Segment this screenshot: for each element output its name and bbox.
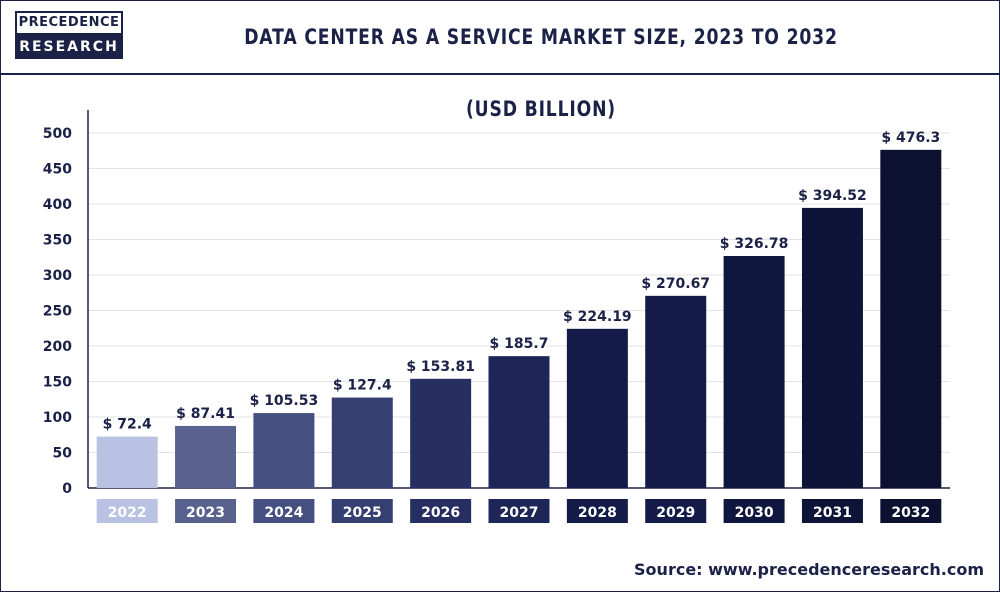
bar <box>801 207 863 488</box>
y-tick-label: 300 <box>43 268 72 284</box>
x-category-chip <box>253 499 315 523</box>
brand-logo: PRECEDENCE RESEARCH <box>15 11 123 61</box>
data-label: $ 476.3 <box>881 130 940 146</box>
bar <box>331 397 393 488</box>
bar <box>488 356 550 488</box>
y-tick-label: 50 <box>53 446 73 462</box>
data-label: $ 105.53 <box>250 393 319 409</box>
x-tick-label: 2023 <box>186 505 225 521</box>
y-tick-label: 200 <box>43 339 72 355</box>
x-tick-label: 2031 <box>813 505 852 521</box>
bar <box>645 295 707 488</box>
x-category-chip <box>175 499 237 523</box>
bar <box>723 255 785 488</box>
data-label: $ 87.41 <box>176 406 235 422</box>
x-tick-label: 2025 <box>343 505 382 521</box>
x-category-chip <box>645 499 707 523</box>
chart-title: DATA CENTER AS A SERVICE MARKET SIZE, 20… <box>244 25 838 121</box>
x-tick-label: 2032 <box>891 505 930 521</box>
data-label: $ 224.19 <box>563 309 632 325</box>
logo-line-1: PRECEDENCE <box>15 11 123 35</box>
x-category-chip <box>880 499 942 523</box>
x-tick-label: 2024 <box>264 505 303 521</box>
bar <box>96 436 158 488</box>
x-tick-label: 2027 <box>500 505 539 521</box>
x-category-chip <box>566 499 628 523</box>
x-category-chip <box>331 499 393 523</box>
bar <box>175 425 237 488</box>
data-label: $ 185.7 <box>490 336 549 352</box>
y-tick-label: 250 <box>43 304 72 320</box>
data-label: $ 394.52 <box>798 188 867 204</box>
x-tick-label: 2030 <box>735 505 774 521</box>
source-credit: Source: www.precedenceresearch.com <box>634 560 984 579</box>
x-category-chip <box>488 499 550 523</box>
y-tick-label: 0 <box>62 481 72 497</box>
header-bar: PRECEDENCE RESEARCH DATA CENTER AS A SER… <box>1 1 999 121</box>
y-tick-label: 400 <box>43 197 72 213</box>
data-label: $ 127.4 <box>333 378 392 394</box>
bar <box>566 328 628 488</box>
logo-line-2: RESEARCH <box>15 35 123 59</box>
x-tick-label: 2029 <box>656 505 695 521</box>
data-label: $ 326.78 <box>720 236 789 252</box>
bar <box>410 378 472 488</box>
bar <box>253 413 315 488</box>
y-tick-label: 500 <box>43 126 72 142</box>
x-tick-label: 2026 <box>421 505 460 521</box>
x-category-chip <box>723 499 785 523</box>
x-tick-label: 2028 <box>578 505 617 521</box>
x-tick-label: 2022 <box>108 505 147 521</box>
bar <box>880 149 942 488</box>
x-category-chip <box>96 499 158 523</box>
y-tick-label: 150 <box>43 375 72 391</box>
data-label: $ 270.67 <box>641 276 710 292</box>
x-category-chip <box>801 499 863 523</box>
y-tick-label: 350 <box>43 233 72 249</box>
data-label: $ 153.81 <box>406 359 475 375</box>
data-label: $ 72.4 <box>103 417 152 433</box>
y-tick-label: 100 <box>43 410 72 426</box>
x-category-chip <box>410 499 472 523</box>
y-tick-label: 450 <box>43 162 72 178</box>
